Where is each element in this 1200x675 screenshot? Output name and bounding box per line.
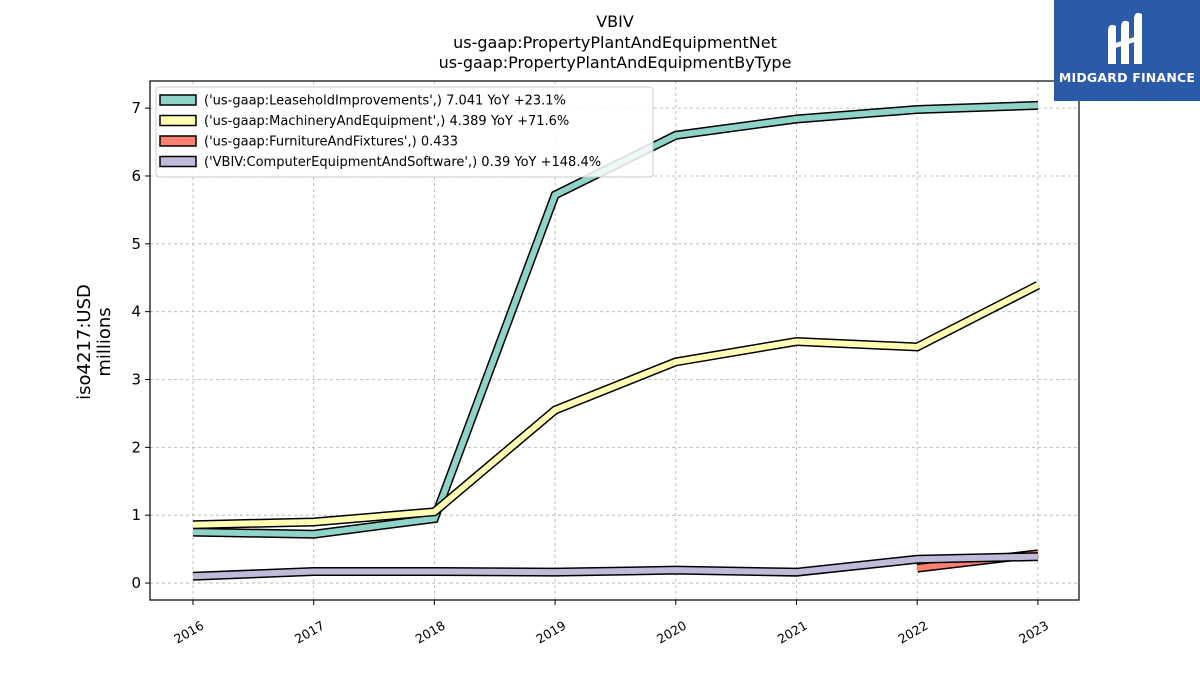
plot-frame — [149, 80, 1080, 601]
legend-swatch — [159, 114, 197, 127]
legend-label: ('us-gaap:LeaseholdImprovements',) 7.041… — [204, 94, 566, 109]
series-line — [192, 282, 1040, 528]
legend-label: ('us-gaap:FurnitureAndFixtures',) 0.433 — [204, 135, 458, 150]
brand-name: MIDGARD FINANCE — [1058, 70, 1196, 85]
y-axis: 0 1 2 3 4 5 6 7 — [131, 99, 150, 592]
y-tick-label: 0 — [131, 574, 141, 592]
legend-box — [155, 86, 654, 178]
y-axis-label-line-1: iso4217:USD — [74, 284, 95, 400]
chart-title-line-3: us-gaap:PropertyPlantAndEquipmentByType — [439, 53, 792, 72]
y-tick-label: 2 — [131, 438, 141, 456]
series-4 — [192, 552, 1039, 581]
series-2 — [192, 281, 1040, 530]
legend-swatch — [159, 94, 197, 106]
y-tick-label: 1 — [131, 506, 141, 524]
brand-logo: MIDGARD FINANCE — [1054, 0, 1200, 101]
x-tick-label: 2017 — [292, 618, 327, 647]
y-tick-label: 6 — [131, 167, 141, 185]
legend: ('us-gaap:LeaseholdImprovements',) 7.041… — [155, 86, 654, 178]
y-axis-label-line-2: millions — [94, 307, 115, 376]
chart-title-line-1: VBIV — [596, 12, 634, 31]
chart-title-line-2: us-gaap:PropertyPlantAndEquipmentNet — [453, 33, 777, 52]
y-tick-label: 4 — [131, 303, 141, 321]
midgard-logo-icon — [1108, 12, 1142, 64]
series-line-outline — [192, 281, 1040, 530]
y-tick-label: 7 — [131, 99, 141, 117]
x-tick-label: 2020 — [654, 618, 689, 647]
y-tick-label: 5 — [131, 235, 141, 253]
chart-title: VBIV us-gaap:PropertyPlantAndEquipmentNe… — [439, 12, 792, 72]
x-tick-label: 2016 — [171, 618, 206, 647]
legend-label: ('us-gaap:MachineryAndEquipment',) 4.389… — [204, 114, 569, 129]
x-tick-label: 2022 — [895, 618, 930, 647]
legend-swatch — [159, 135, 197, 147]
x-tick-label: 2019 — [533, 618, 568, 647]
series-line — [192, 553, 1038, 580]
legend-swatch — [159, 155, 197, 168]
legend-label: ('VBIV:ComputerEquipmentAndSoftware',) 0… — [204, 155, 601, 170]
y-tick-label: 3 — [131, 371, 141, 389]
x-tick-label: 2023 — [1016, 618, 1051, 647]
x-tick-label: 2018 — [413, 618, 448, 647]
y-axis-label: iso4217:USD millions — [74, 284, 115, 400]
x-axis: 2016 2017 2018 2019 2020 2021 2022 2023 — [171, 600, 1051, 647]
x-tick-label: 2021 — [775, 618, 810, 647]
